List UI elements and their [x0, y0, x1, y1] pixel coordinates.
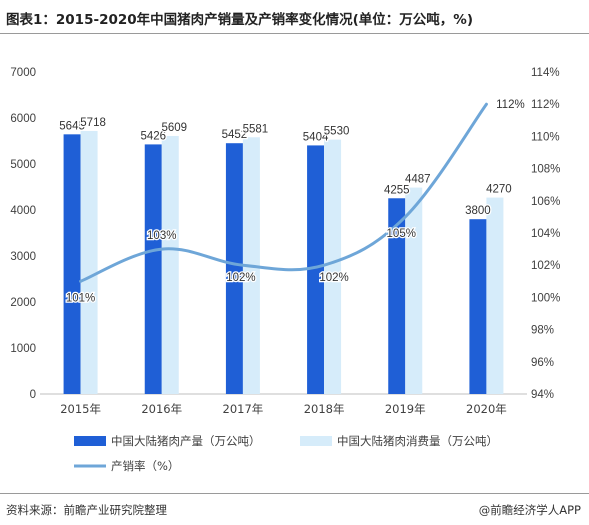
y-left-tick-label: 3000 — [10, 251, 36, 263]
y-left-tick-label: 1000 — [10, 343, 36, 355]
legend-consumption: 中国大陆猪肉消费量（万公吨） — [337, 434, 498, 448]
footer-bar: 资料来源：前瞻产业研究院整理 @前瞻经济学人APP — [0, 493, 589, 525]
chart-bars — [63, 130, 504, 395]
y-right-tick-label: 100% — [531, 292, 560, 304]
bar-production — [388, 198, 406, 394]
chart-title: 图表1：2015-2020年中国猪肉产销量及产销率变化情况(单位：万公吨，%) — [6, 12, 474, 28]
legend-consumption-swatch — [300, 436, 332, 446]
production-value-label: 5426 — [140, 130, 166, 142]
rate-value-label: 103% — [147, 230, 176, 242]
title-bar: 图表1：2015-2020年中国猪肉产销量及产销率变化情况(单位：万公吨，%) — [0, 0, 589, 34]
chart-line — [79, 102, 488, 283]
rate-value-label: 101% — [66, 292, 95, 304]
x-tick-label: 2016年 — [141, 402, 182, 416]
y-left-tick-label: 5000 — [10, 159, 36, 171]
x-tick-label: 2020年 — [466, 402, 507, 416]
consumption-value-label: 4487 — [405, 174, 431, 186]
bar-production — [63, 134, 81, 394]
y-right-tick-label: 110% — [531, 131, 560, 143]
y-right-tick-label: 108% — [531, 164, 560, 176]
bar-consumption — [80, 130, 98, 395]
y-left-tick-label: 0 — [30, 389, 36, 401]
x-tick-label: 2019年 — [385, 402, 426, 416]
rate-value-label: 102% — [226, 272, 255, 284]
legend-production: 中国大陆猪肉产量（万公吨） — [111, 434, 261, 448]
rate-value-label: 102% — [319, 272, 348, 284]
y-left-tick-label: 2000 — [10, 297, 36, 309]
consumption-value-label: 5718 — [80, 117, 106, 129]
y-right-tick-label: 94% — [531, 389, 554, 401]
chart: 0 1000 2000 3000 4000 5000 6000 7000 94% 96% 98% 10… — [10, 67, 560, 473]
bar-consumption — [161, 135, 179, 394]
y-left-tick-label: 7000 — [10, 67, 36, 79]
rate-value-label: 112% — [496, 99, 525, 111]
x-tick-label: 2015年 — [60, 402, 101, 416]
chart-axes: 0 1000 2000 3000 4000 5000 6000 7000 94% 96% 98% 10… — [10, 67, 560, 416]
production-value-label: 3800 — [465, 205, 491, 217]
x-tick-label: 2018年 — [304, 402, 345, 416]
bar-production — [469, 219, 487, 394]
chart-legend: 中国大陆猪肉产量（万公吨） 中国大陆猪肉消费量（万公吨） 产销率（%） — [74, 434, 498, 473]
legend-rate: 产销率（%） — [111, 459, 179, 473]
y-left-tick-label: 4000 — [10, 205, 36, 217]
y-left-tick-label: 6000 — [10, 113, 36, 125]
y-right-tick-label: 98% — [531, 325, 554, 337]
production-value-label: 5404 — [303, 131, 329, 143]
bar-consumption — [405, 187, 423, 394]
rate-line — [79, 102, 488, 283]
rate-value-label: 105% — [387, 228, 416, 240]
bar-production — [307, 145, 325, 394]
consumption-value-label: 5609 — [161, 122, 187, 134]
y-right-tick-label: 112% — [531, 99, 560, 111]
source-note: 资料来源：前瞻产业研究院整理 — [6, 503, 167, 517]
credit-note: @前瞻经济学人APP — [478, 503, 581, 517]
production-value-label: 5645 — [59, 120, 85, 132]
bar-consumption — [486, 197, 504, 394]
x-tick-label: 2017年 — [223, 402, 264, 416]
bar-production — [225, 143, 243, 394]
bar-production — [144, 144, 162, 394]
consumption-value-label: 4270 — [486, 184, 512, 196]
y-right-tick-label: 104% — [531, 228, 560, 240]
bar-consumption — [324, 139, 342, 394]
y-right-tick-label: 96% — [531, 357, 554, 369]
y-right-tick-label: 106% — [531, 196, 560, 208]
production-value-label: 5452 — [222, 129, 248, 141]
consumption-value-label: 5581 — [243, 123, 269, 135]
consumption-value-label: 5530 — [324, 126, 350, 138]
legend-production-swatch — [74, 436, 106, 446]
y-right-tick-label: 114% — [531, 67, 560, 79]
y-right-tick-label: 102% — [531, 260, 560, 272]
production-value-label: 4255 — [384, 184, 410, 196]
